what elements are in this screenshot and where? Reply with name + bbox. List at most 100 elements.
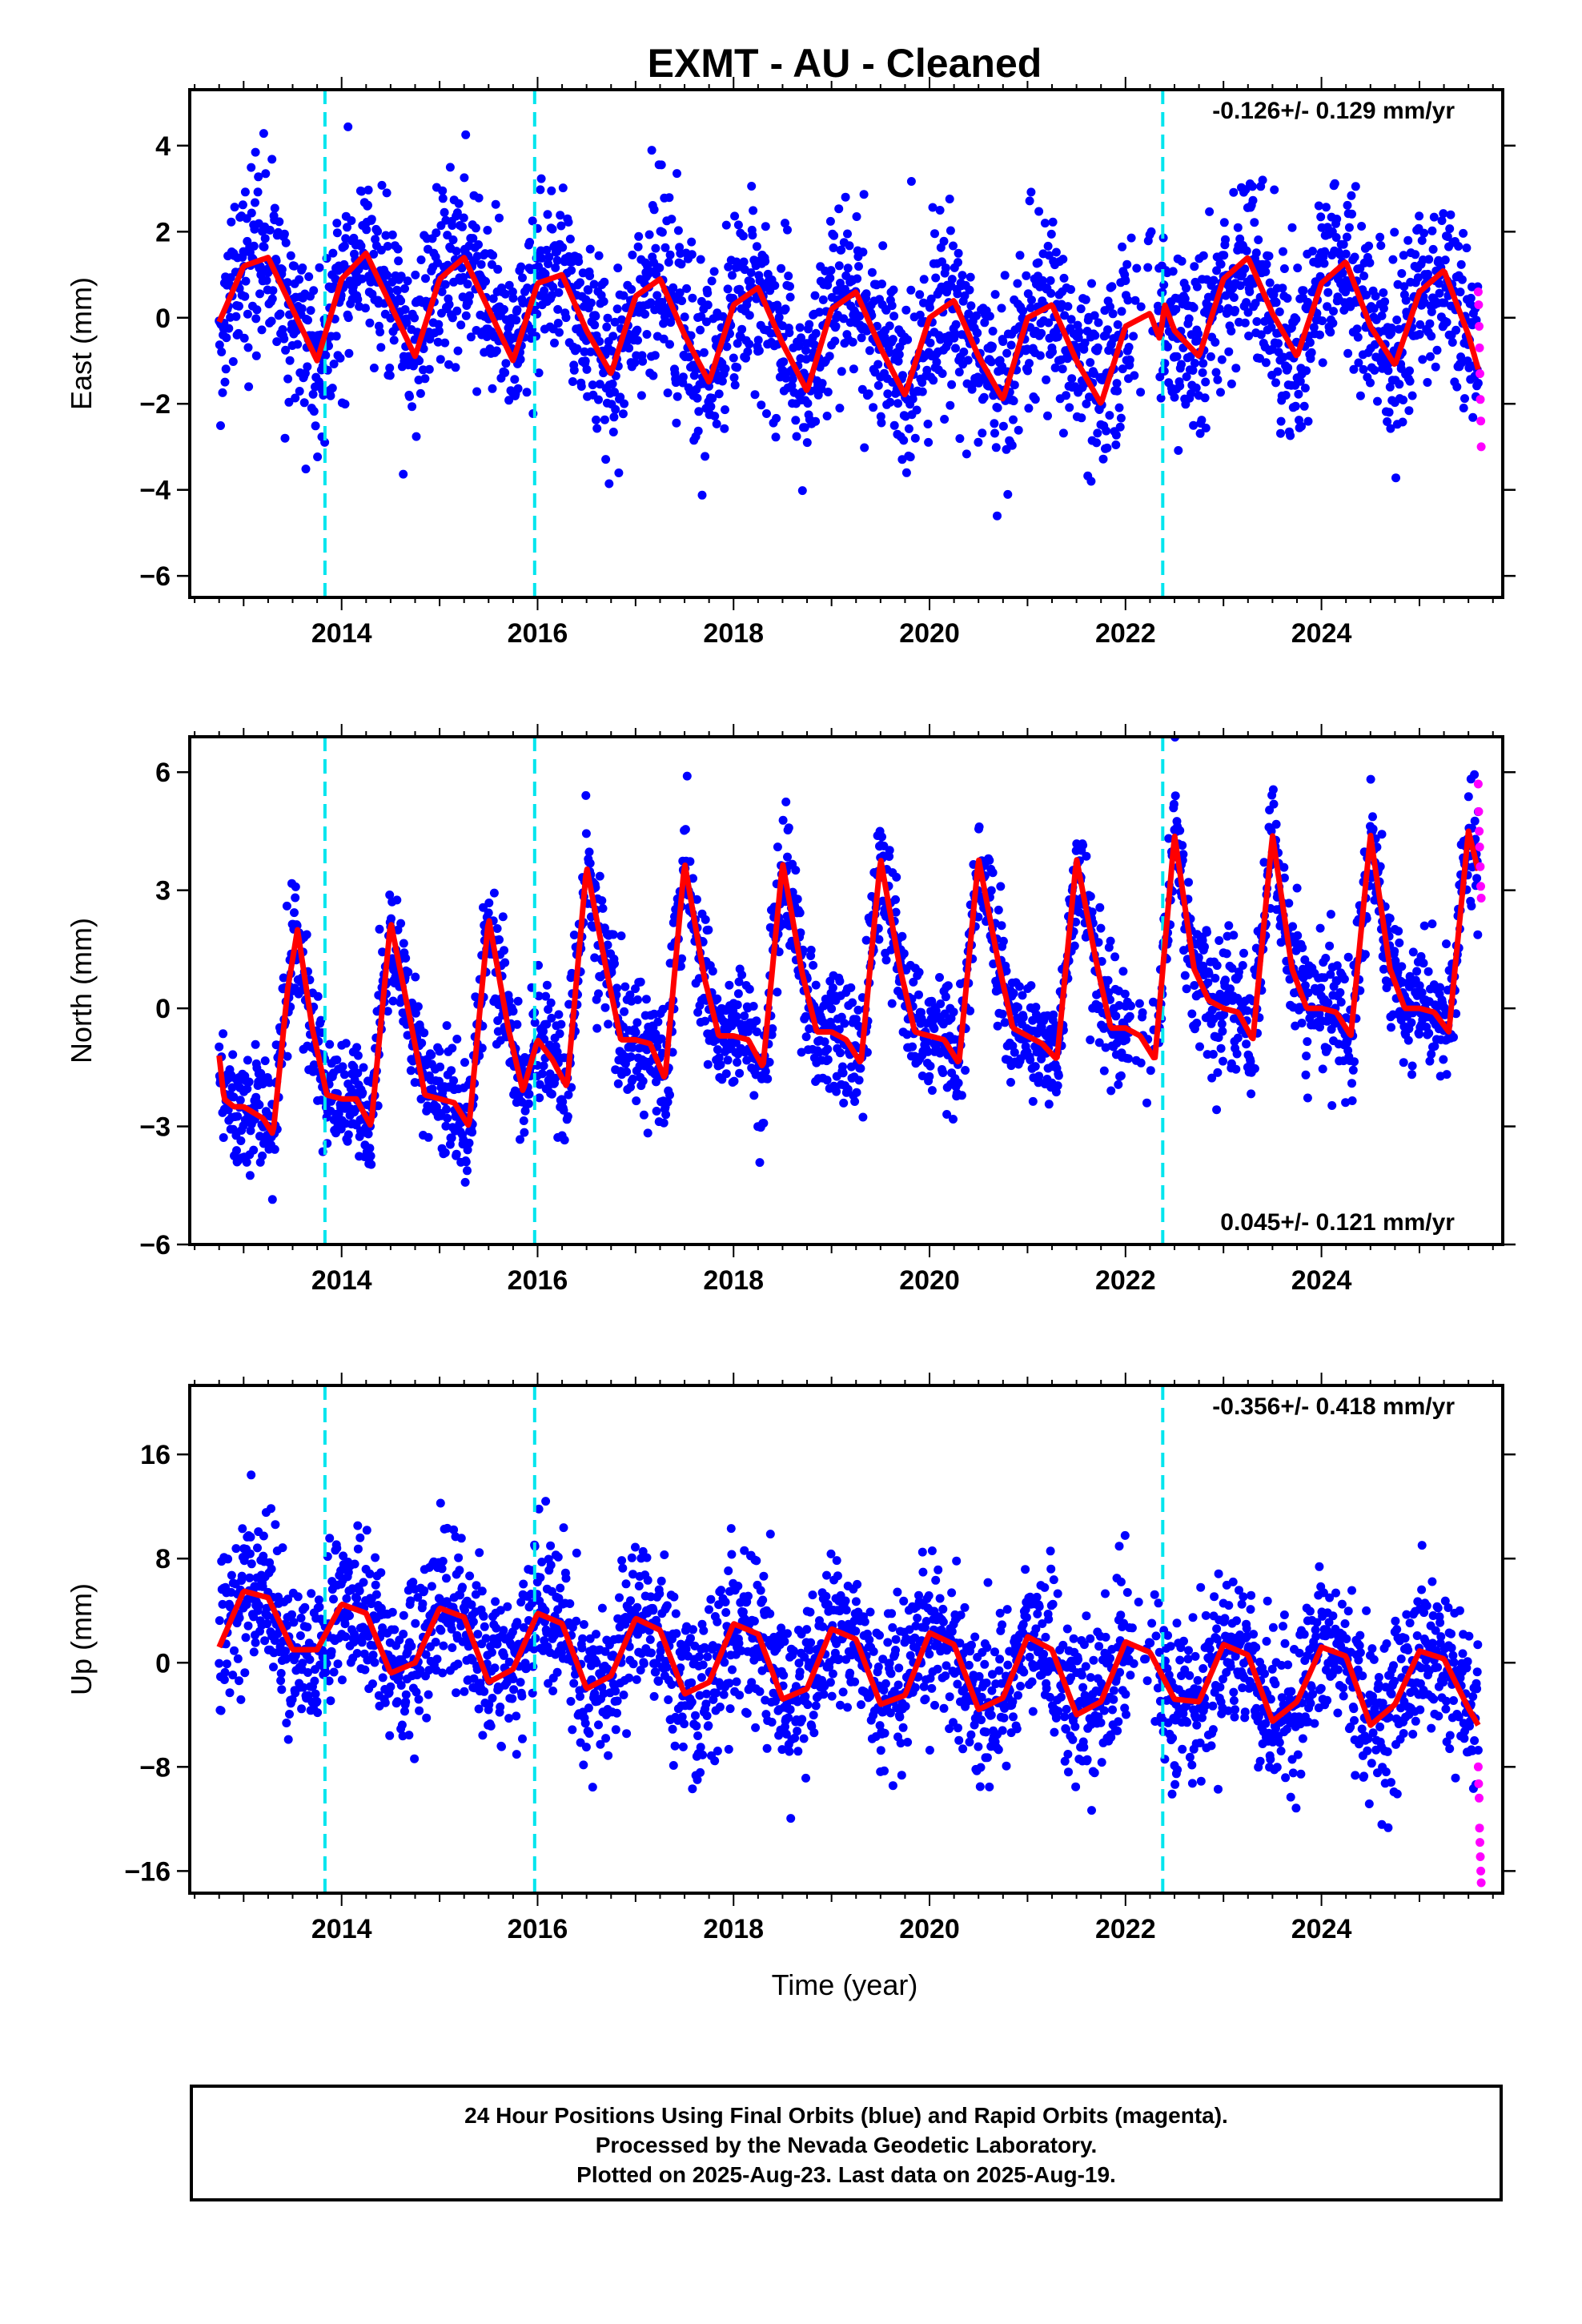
x-tick-label: 2014 — [311, 618, 372, 649]
final-orbit-point — [1043, 241, 1053, 251]
final-orbit-point — [576, 382, 586, 391]
final-orbit-point — [1233, 1033, 1243, 1043]
final-orbit-point — [1432, 345, 1442, 355]
final-orbit-point — [796, 928, 805, 938]
final-orbit-point — [265, 1078, 275, 1088]
final-orbit-point — [591, 312, 600, 321]
final-orbit-point — [646, 298, 656, 308]
final-orbit-point — [702, 317, 711, 327]
final-orbit-point — [488, 384, 497, 393]
final-orbit-point — [1219, 218, 1229, 227]
final-orbit-point — [954, 368, 964, 377]
final-orbit-point — [1298, 943, 1307, 952]
final-orbit-point — [525, 238, 535, 247]
final-orbit-point — [476, 259, 486, 269]
final-orbit-point — [1456, 259, 1466, 269]
final-orbit-point — [943, 981, 953, 991]
final-orbit-point — [673, 392, 682, 401]
final-orbit-point — [1301, 1070, 1311, 1080]
final-orbit-point — [536, 174, 546, 183]
final-orbit-point — [401, 954, 411, 963]
final-orbit-point — [1462, 243, 1472, 253]
final-orbit-point — [378, 947, 387, 957]
final-orbit-point — [299, 398, 309, 408]
final-orbit-point — [1229, 187, 1239, 197]
final-orbit-point — [551, 1073, 560, 1083]
final-orbit-point — [383, 242, 392, 251]
final-orbit-point — [246, 1126, 255, 1136]
final-orbit-point — [1046, 275, 1055, 285]
final-orbit-point — [1066, 285, 1075, 294]
final-orbit-point — [255, 289, 264, 299]
final-orbit-point — [1078, 841, 1088, 850]
final-orbit-point — [1028, 1096, 1038, 1106]
final-orbit-point — [676, 962, 685, 971]
final-orbit-point — [219, 1029, 228, 1039]
final-orbit-point — [441, 1121, 451, 1131]
final-orbit-point — [1404, 406, 1414, 416]
final-orbit-point — [339, 1070, 349, 1080]
final-orbit-point — [267, 294, 277, 304]
final-orbit-point — [749, 206, 758, 215]
final-orbit-point — [773, 842, 782, 852]
final-orbit-point — [1352, 324, 1362, 334]
final-orbit-point — [903, 335, 913, 344]
final-orbit-point — [1439, 298, 1449, 308]
final-orbit-point — [452, 306, 462, 316]
final-orbit-point — [461, 1157, 471, 1167]
final-orbit-point — [988, 342, 997, 352]
final-orbit-point — [1000, 271, 1010, 280]
final-orbit-point — [763, 1074, 773, 1084]
final-orbit-point — [487, 259, 496, 269]
final-orbit-point — [1291, 1021, 1300, 1031]
final-orbit-point — [492, 924, 502, 933]
final-orbit-point — [444, 300, 454, 309]
final-orbit-point — [1376, 241, 1386, 251]
final-orbit-point — [949, 1115, 958, 1124]
final-orbit-point — [569, 365, 579, 375]
final-orbit-point — [1194, 953, 1203, 963]
final-orbit-point — [1114, 1080, 1123, 1089]
final-orbit-point — [912, 405, 921, 415]
final-orbit-point — [1309, 323, 1319, 332]
final-orbit-point — [1288, 922, 1298, 931]
final-orbit-point — [914, 967, 924, 977]
final-orbit-point — [603, 313, 612, 323]
final-orbit-point — [349, 233, 359, 243]
final-orbit-point — [885, 321, 894, 331]
final-orbit-point — [1377, 311, 1387, 320]
final-orbit-point — [692, 895, 701, 904]
final-orbit-point — [739, 257, 749, 267]
final-orbit-point — [516, 262, 526, 271]
final-orbit-point — [1447, 338, 1457, 347]
final-orbit-point — [332, 1055, 342, 1064]
final-orbit-point — [1219, 251, 1229, 260]
final-orbit-point — [567, 1083, 576, 1092]
final-orbit-point — [520, 1128, 529, 1137]
final-orbit-point — [1242, 1039, 1251, 1049]
final-orbit-point — [1164, 834, 1174, 843]
final-orbit-point — [986, 886, 996, 895]
final-orbit-point — [746, 268, 756, 277]
final-orbit-point — [729, 373, 739, 382]
final-orbit-point — [440, 207, 449, 217]
final-orbit-point — [925, 303, 934, 312]
final-orbit-point — [416, 388, 425, 398]
final-orbit-point — [959, 348, 969, 356]
final-orbit-point — [1090, 331, 1100, 340]
final-orbit-point — [1239, 948, 1248, 958]
final-orbit-point — [772, 413, 781, 423]
final-orbit-point — [1323, 287, 1333, 297]
final-orbit-point — [783, 852, 792, 862]
final-orbit-point — [628, 250, 637, 259]
final-orbit-point — [611, 404, 620, 414]
final-orbit-point — [745, 984, 754, 994]
final-orbit-point — [1136, 388, 1146, 397]
final-orbit-point — [1216, 259, 1226, 269]
final-orbit-point — [249, 241, 259, 251]
final-orbit-point — [1321, 954, 1331, 963]
final-orbit-point — [468, 1128, 477, 1137]
final-orbit-point — [931, 273, 941, 283]
final-orbit-point — [1217, 1019, 1227, 1029]
final-orbit-point — [1293, 263, 1303, 273]
